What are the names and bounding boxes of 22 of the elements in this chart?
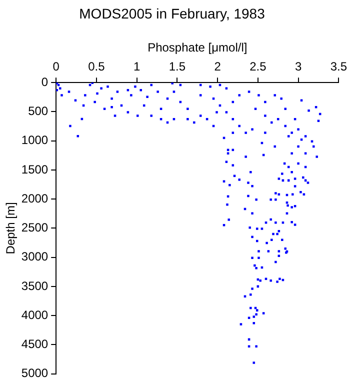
y-tick-label: 1000 (21, 133, 48, 148)
y-tick-label: 1500 (21, 162, 48, 176)
x-tick-label: 1.5 (168, 60, 186, 74)
x-tick-label: 3 (294, 60, 302, 74)
y-tick-label: 4500 (21, 336, 48, 351)
y-tick-label: 3000 (21, 250, 48, 264)
x-tick-label: 0 (52, 60, 60, 74)
y-tick-label: 0 (41, 74, 48, 89)
y-tick-label: 4000 (21, 308, 48, 322)
y-tick-label: 2500 (21, 220, 48, 235)
y-tick-label: 3500 (21, 278, 48, 293)
x-tick-label: 0.5 (88, 60, 106, 74)
x-axis-title: Phosphate [μmol/l] (148, 40, 248, 54)
chart-title: MODS2005 in February, 1983 (79, 5, 266, 22)
y-tick-label: 500 (28, 104, 48, 118)
x-tick-label: 1 (133, 60, 140, 74)
x-tick-label: 2 (214, 60, 222, 74)
x-tick-label: 3.5 (330, 60, 348, 74)
x-tick-label: 2.5 (250, 60, 267, 74)
y-tick-label: 2000 (21, 191, 48, 206)
y-axis-title: Depth [m] (4, 202, 18, 254)
y-tick-label: 5000 (21, 366, 48, 380)
